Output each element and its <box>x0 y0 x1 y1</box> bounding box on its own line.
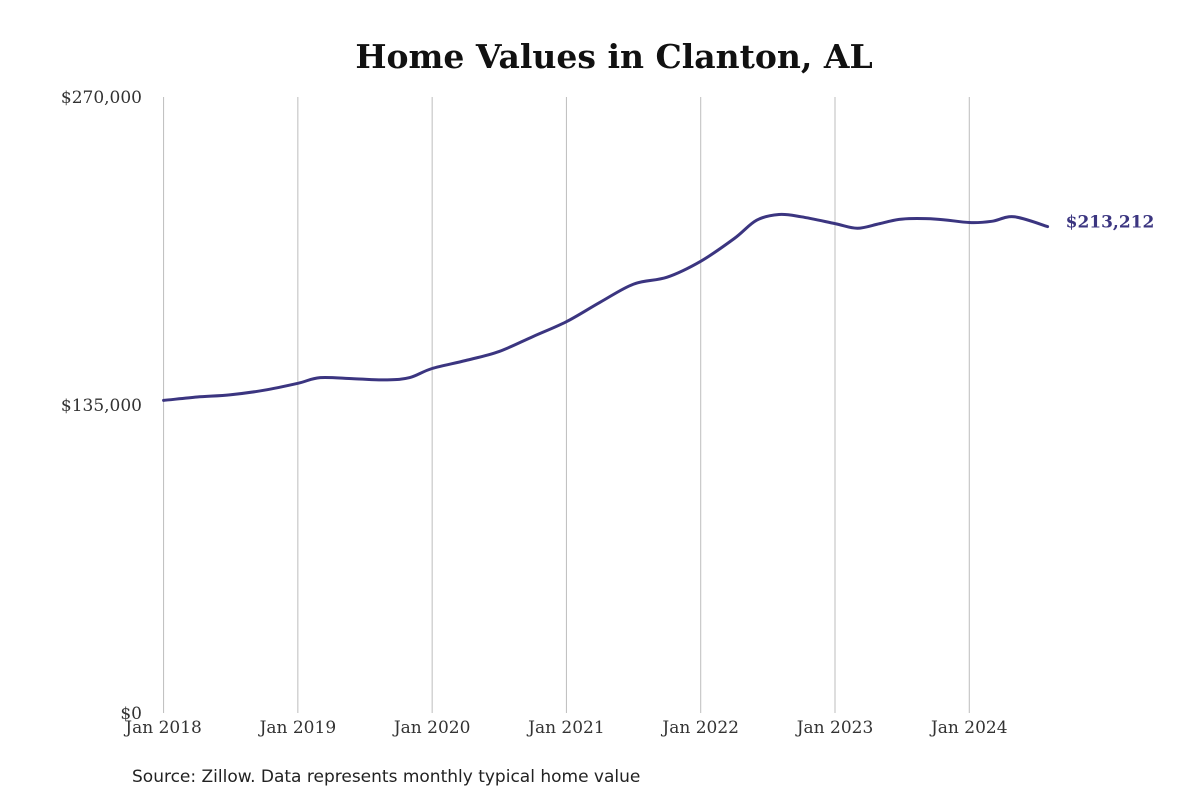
x-tick-label: Jan 2021 <box>526 718 605 738</box>
y-tick-label: $270,000 <box>61 88 142 108</box>
y-axis-ticks: $0 $135,000 $270,000 <box>61 88 142 724</box>
x-tick-label: Jan 2023 <box>795 718 874 738</box>
x-tick-label: Jan 2018 <box>123 718 202 738</box>
series-layer <box>162 212 1050 402</box>
series-line <box>162 212 1050 402</box>
x-tick-label: Jan 2020 <box>392 718 471 738</box>
chart-title: Home Values in Clanton, AL <box>355 37 872 76</box>
end-value-label: $213,212 <box>1066 213 1155 233</box>
y-tick-label: $135,000 <box>61 396 142 416</box>
y-tick-label: $0 <box>120 704 142 724</box>
x-tick-label: Jan 2022 <box>660 718 739 738</box>
gridlines <box>163 97 970 713</box>
x-tick-label: Jan 2024 <box>929 718 1008 738</box>
source-note: Source: Zillow. Data represents monthly … <box>132 767 640 787</box>
x-axis-ticks: Jan 2018 Jan 2019 Jan 2020 Jan 2021 Jan 2022… <box>123 718 1007 738</box>
x-tick-label: Jan 2019 <box>258 718 337 738</box>
